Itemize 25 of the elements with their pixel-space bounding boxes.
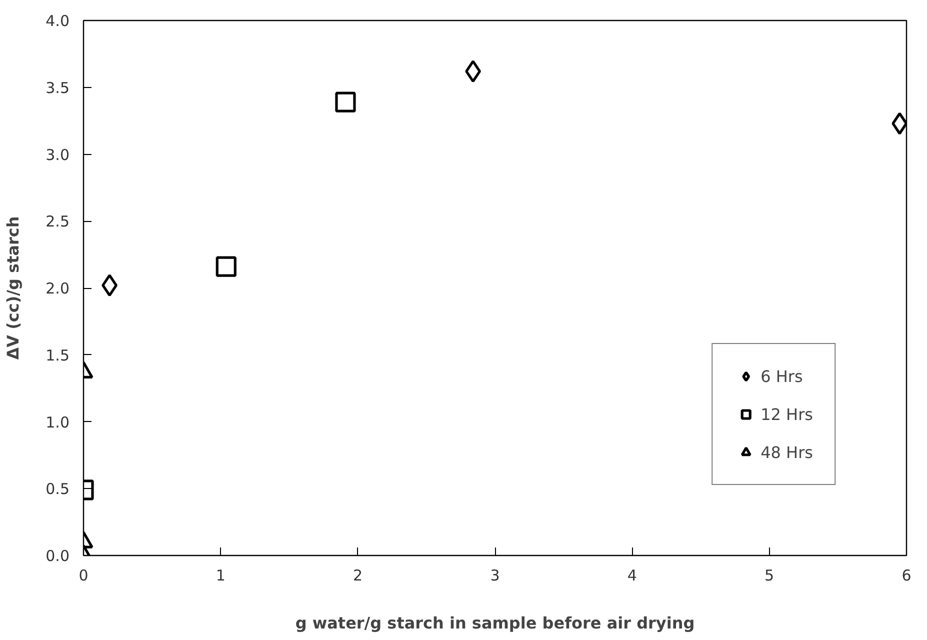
point (102, 274, 118, 297)
x-tick-label: 2 (353, 566, 363, 584)
point (335, 92, 356, 112)
x-tick-label: 1 (216, 566, 226, 584)
point (465, 60, 482, 83)
y-tick-label: 4.0 (46, 12, 70, 30)
x-tick-label: 3 (490, 566, 500, 584)
y-tick-label: 1.5 (46, 346, 70, 364)
y-tick-label: 1.0 (46, 413, 70, 432)
x-tick-label: 0 (78, 566, 88, 584)
y-tick-label: 3.0 (46, 146, 70, 164)
x-tick-label: 4 (627, 566, 637, 584)
y-axis-title: ΔV (cc)/g starch (4, 216, 23, 360)
y-tick-label: 0.5 (46, 480, 70, 498)
legend-label: 12 Hrs (760, 404, 813, 424)
y-tick-label: 3.5 (46, 78, 70, 97)
y-tick-label: 2.5 (46, 212, 70, 231)
y-tick-label: 2.0 (46, 280, 70, 298)
legend-label: 48 Hrs (760, 442, 813, 462)
x-tick-label: 6 (902, 566, 912, 584)
y-tick-label: 0.0 (46, 547, 70, 565)
legend-label: 6 Hrs (760, 366, 803, 386)
x-tick-label: 5 (764, 566, 774, 584)
x-axis-title: g water/g starch in sample before air drying (295, 614, 695, 632)
point (216, 256, 236, 277)
